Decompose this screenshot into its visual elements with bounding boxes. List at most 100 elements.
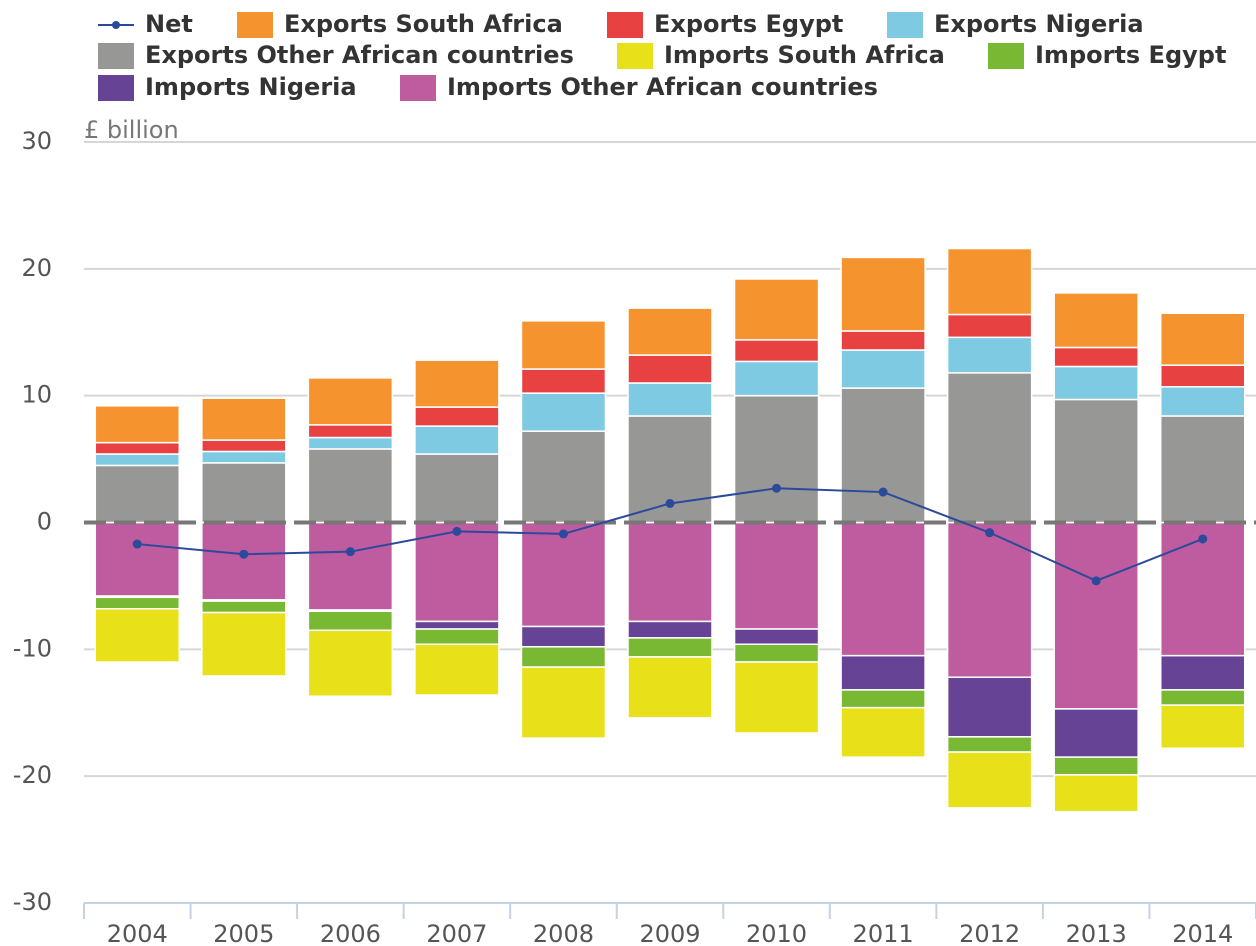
bar-segment	[94, 607, 181, 663]
bar-segment	[946, 336, 1033, 374]
bar-segment	[946, 372, 1033, 524]
bar-segment	[94, 521, 181, 597]
bar-segment	[414, 406, 500, 427]
legend-marker	[112, 21, 120, 29]
bar-segment	[307, 424, 394, 439]
bar-segment	[1053, 398, 1139, 524]
bar-segment	[627, 637, 713, 658]
bar-segment	[201, 462, 287, 524]
bar-segment	[1053, 365, 1139, 401]
net-point	[345, 547, 355, 557]
bar-segment	[1159, 364, 1246, 388]
bar-segment	[94, 441, 181, 455]
bar-segment	[307, 629, 394, 698]
bar-segment	[733, 394, 820, 524]
bar-segment	[627, 354, 713, 384]
bar-segment	[201, 450, 287, 464]
bar-segment	[840, 654, 926, 691]
bar-segment	[627, 307, 713, 356]
y-tick-label: 10	[21, 381, 52, 409]
legend-swatch	[400, 75, 436, 101]
bar-segment	[1053, 292, 1139, 349]
bar-segment	[414, 359, 500, 408]
legend-swatch	[887, 12, 923, 38]
x-tick-label: 2010	[746, 920, 807, 946]
bar-segment	[520, 430, 607, 524]
bar-segment	[1159, 386, 1246, 417]
bar-segment	[1159, 312, 1246, 366]
x-tick-label: 2006	[320, 920, 381, 946]
bar-segment	[307, 436, 394, 450]
bar-segment	[733, 643, 820, 663]
bar-segment	[307, 521, 394, 611]
bar-segment	[1053, 521, 1139, 710]
bar-segment	[840, 521, 926, 657]
net-point	[985, 528, 995, 538]
bar-segment	[733, 339, 820, 363]
bar-segment	[414, 643, 500, 696]
net-point	[1198, 534, 1208, 544]
x-tick-label: 2013	[1066, 920, 1127, 946]
bar-segment	[201, 521, 287, 601]
bar-segment	[946, 736, 1033, 753]
legend-label: Imports South Africa	[664, 41, 945, 69]
legend-label: Exports South Africa	[284, 10, 563, 38]
bar-segment	[946, 751, 1033, 809]
bar-segment	[1159, 689, 1246, 706]
bar-segment	[94, 464, 181, 524]
bar-segment	[520, 392, 607, 432]
x-tick-label: 2011	[853, 920, 914, 946]
legend-label: Imports Nigeria	[145, 73, 357, 101]
bar-segment	[201, 611, 287, 677]
bar-segment	[520, 666, 607, 739]
bar-segment	[840, 349, 926, 389]
legend-label: Exports Other African countries	[145, 41, 574, 69]
bar-segment	[1053, 774, 1139, 813]
legend-label: Exports Nigeria	[934, 10, 1144, 38]
bar-segment	[1159, 704, 1246, 750]
net-point	[132, 539, 142, 549]
net-point	[558, 529, 568, 539]
bars	[94, 247, 1246, 813]
net-point	[1091, 576, 1101, 586]
x-tick-label: 2007	[426, 920, 487, 946]
x-tick-label: 2005	[213, 920, 274, 946]
bar-segment	[733, 278, 820, 341]
bar-segment	[414, 620, 500, 630]
bar-segment	[627, 521, 713, 623]
bar-segment	[840, 256, 926, 332]
bar-segment	[520, 521, 607, 628]
legend-label: Imports Egypt	[1035, 41, 1226, 69]
y-tick-label: 0	[37, 508, 52, 536]
y-axis-label: £ billion	[84, 116, 179, 144]
bar-segment	[627, 620, 713, 639]
x-tick-label: 2012	[959, 920, 1020, 946]
bar-segment	[520, 368, 607, 394]
bar-segment	[946, 247, 1033, 316]
bar-segment	[520, 646, 607, 668]
bar-segment	[840, 689, 926, 709]
bar-segment	[946, 313, 1033, 339]
net-point	[452, 526, 462, 536]
bar-segment	[94, 405, 181, 444]
net-point	[878, 487, 888, 497]
bar-segment	[946, 676, 1033, 738]
bar-segment	[1053, 708, 1139, 758]
bar-segment	[733, 628, 820, 646]
legend-swatch	[237, 12, 273, 38]
bar-segment	[627, 382, 713, 417]
y-tick-label: 20	[21, 254, 52, 282]
bar-segment	[414, 453, 500, 524]
bar-segment	[307, 377, 394, 426]
legend-swatch	[617, 43, 653, 69]
legend-label: Imports Other African countries	[447, 73, 878, 101]
bar-segment	[733, 521, 820, 630]
bar-segment	[1159, 415, 1246, 524]
bar-segment	[94, 596, 181, 610]
net-point	[239, 549, 249, 559]
legend-label: Net	[145, 10, 193, 38]
y-tick-label: -20	[13, 761, 52, 789]
x-tick-label: 2009	[639, 920, 700, 946]
bar-segment	[414, 628, 500, 646]
bar-segment	[840, 387, 926, 524]
